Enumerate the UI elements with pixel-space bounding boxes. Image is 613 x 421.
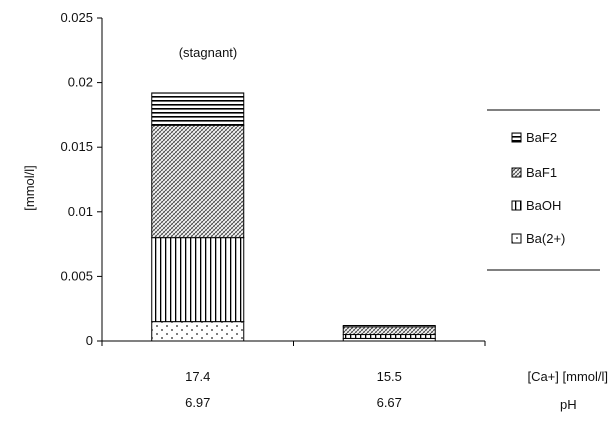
x-category-label: 15.5: [377, 369, 402, 384]
y-tick-label: 0: [86, 333, 93, 348]
x-row-label: pH: [560, 397, 577, 412]
legend-label: BaF2: [526, 130, 557, 145]
x-category-sublabel: 6.67: [377, 395, 402, 410]
bar-segment-vlines: [151, 237, 245, 323]
x-category-label: 17.4: [185, 369, 210, 384]
axes: 0 0.005 0.01 0.015 0.02 0.025: [60, 10, 486, 348]
legend-label: BaOH: [526, 198, 561, 213]
y-axis-label: [mmol/l]: [22, 165, 37, 211]
annotation-stagnant: (stagnant): [179, 45, 238, 60]
y-tick-label: 0.015: [60, 139, 93, 154]
x-category-sublabel: 6.97: [185, 395, 210, 410]
legend-label: Ba(2+): [526, 231, 565, 246]
y-tick-label: 0.02: [68, 75, 93, 90]
bar-segment-crosshatch: [151, 124, 245, 239]
legend-swatch-crosshatch: [511, 167, 522, 178]
legend-swatch-vlines: [511, 200, 522, 211]
bar-segment-vlines: [342, 334, 436, 339]
bar-segment-crosshatch: [342, 326, 436, 336]
x-labels: 17.4 6.97 15.5 6.67 [Ca+] [mmol/l] pH: [185, 369, 608, 412]
legend: BaF2 BaF1 BaOH Ba(2+): [487, 109, 600, 271]
y-tick-label: 0.025: [60, 10, 93, 25]
bar-segment-hlines: [342, 324, 436, 328]
bars: [151, 92, 436, 342]
bar-segment-hlines: [151, 92, 245, 126]
legend-swatch-hlines: [511, 132, 522, 143]
bar-segment-dots: [151, 321, 245, 342]
legend-swatch-dots: [511, 233, 522, 244]
legend-label: BaF1: [526, 165, 557, 180]
y-tick-label: 0.01: [68, 204, 93, 219]
y-tick-label: 0.005: [60, 268, 93, 283]
x-row-label: [Ca+] [mmol/l]: [527, 369, 608, 384]
